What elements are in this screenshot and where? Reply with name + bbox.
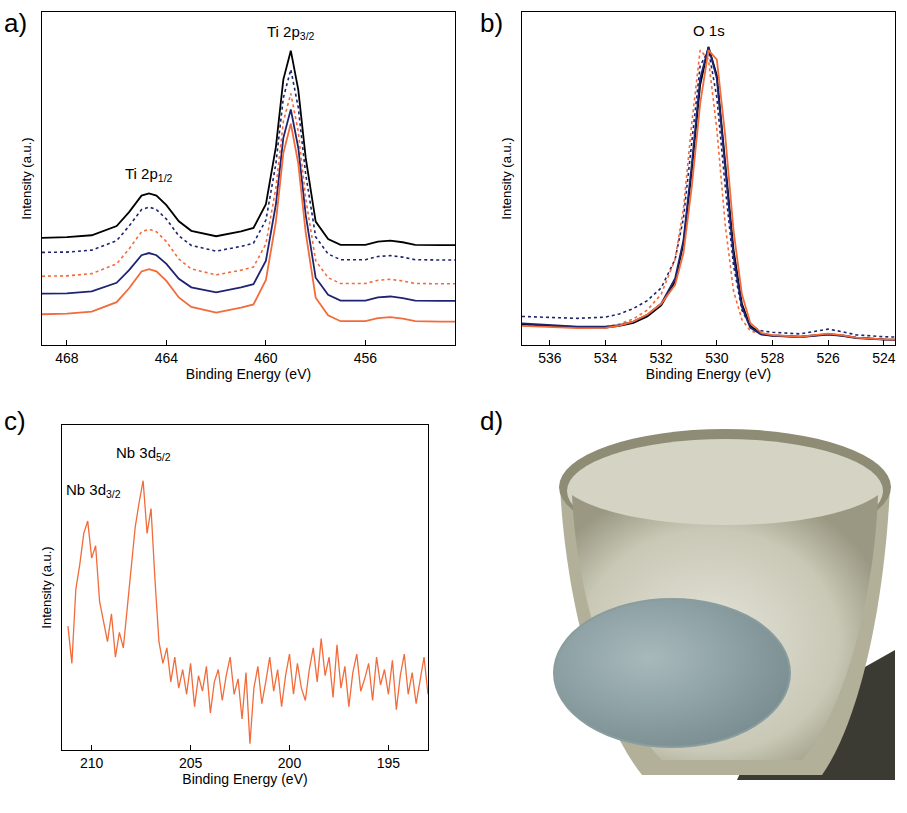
svg-text:534: 534 — [594, 350, 618, 366]
svg-text:Nb 3d​3/2​: Nb 3d​3/2​ — [66, 481, 121, 500]
svg-text:532: 532 — [650, 350, 674, 366]
svg-text:a): a) — [4, 8, 27, 38]
svg-text:Binding Energy (eV): Binding Energy (eV) — [186, 366, 311, 382]
svg-text:Intensity (a.u.): Intensity (a.u.) — [39, 546, 54, 628]
svg-text:Nb 3d​5/2​: Nb 3d​5/2​ — [116, 444, 171, 463]
svg-text:195: 195 — [377, 755, 401, 771]
svg-text:528: 528 — [761, 350, 785, 366]
svg-text:Intensity (a.u.): Intensity (a.u.) — [499, 137, 514, 219]
svg-text:536: 536 — [538, 350, 562, 366]
svg-text:d): d) — [480, 406, 503, 436]
svg-text:460: 460 — [254, 350, 278, 366]
svg-text:Binding Energy (eV): Binding Energy (eV) — [182, 771, 307, 787]
svg-text:Binding Energy (eV): Binding Energy (eV) — [646, 366, 771, 382]
svg-text:Ti 2p​3/2​: Ti 2p​3/2​ — [267, 23, 315, 42]
svg-text:Intensity (a.u.): Intensity (a.u.) — [19, 137, 34, 219]
svg-text:530: 530 — [705, 350, 729, 366]
svg-text:Ti 2p​1/2​: Ti 2p​1/2​ — [125, 165, 173, 184]
svg-text:526: 526 — [817, 350, 841, 366]
svg-text:200: 200 — [278, 755, 302, 771]
svg-text:456: 456 — [354, 350, 378, 366]
svg-text:205: 205 — [179, 755, 203, 771]
svg-text:468: 468 — [55, 350, 79, 366]
svg-text:O 1s: O 1s — [693, 22, 725, 39]
svg-text:c): c) — [4, 406, 26, 436]
svg-text:b): b) — [480, 8, 503, 38]
svg-text:524: 524 — [872, 350, 896, 366]
svg-text:210: 210 — [80, 755, 104, 771]
svg-text:464: 464 — [155, 350, 179, 366]
